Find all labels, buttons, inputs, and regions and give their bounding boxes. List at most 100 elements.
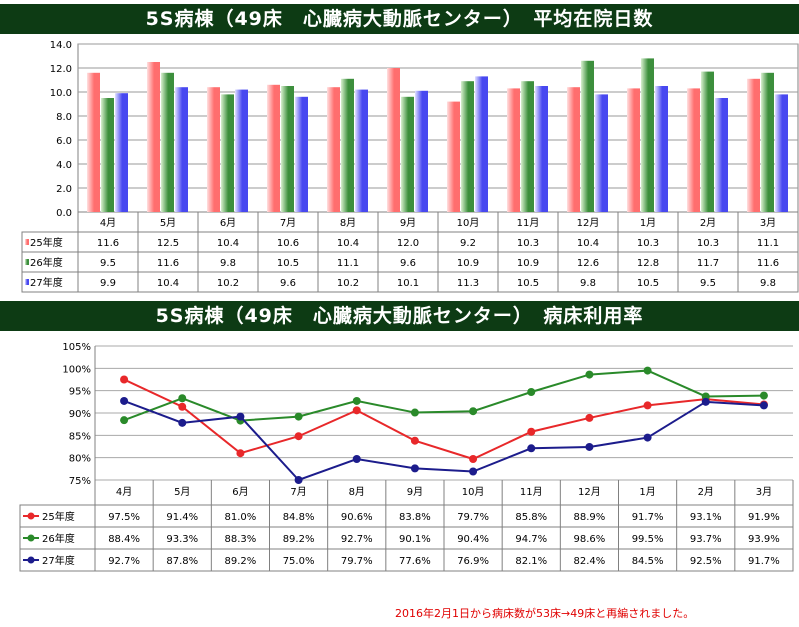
data-label: 77.6%	[399, 556, 431, 567]
bar	[655, 86, 668, 212]
data-point	[178, 418, 187, 427]
data-label: 97.5%	[108, 512, 140, 523]
bar	[387, 68, 400, 212]
data-label: 9.9	[100, 278, 116, 289]
data-label: 90.4%	[457, 534, 489, 545]
data-label: 85.8%	[515, 512, 547, 523]
x-tick-label: 4月	[100, 217, 116, 229]
bar	[521, 81, 534, 212]
data-label: 87.8%	[166, 556, 198, 567]
data-label: 11.1	[337, 258, 359, 269]
data-label: 99.5%	[632, 534, 664, 545]
bar	[747, 78, 760, 212]
data-label: 12.6	[577, 258, 599, 269]
bar-chart-title: 5S病棟（49床 心臓病大動脈センター） 平均在院日数	[0, 4, 799, 34]
data-label: 9.2	[460, 238, 476, 249]
x-tick-label: 8月	[340, 217, 356, 229]
data-label: 9.6	[280, 278, 296, 289]
bar	[715, 98, 728, 212]
x-tick-label: 1月	[639, 486, 655, 498]
bar	[355, 89, 368, 212]
data-label: 93.9%	[748, 534, 780, 545]
data-label: 12.5	[157, 238, 179, 249]
x-tick-label: 11月	[520, 486, 543, 498]
bar	[507, 88, 520, 212]
bar	[341, 78, 354, 212]
data-point	[236, 412, 245, 421]
data-label: 83.8%	[399, 512, 431, 523]
y-tick-label: 4.0	[56, 160, 72, 171]
data-label: 98.6%	[574, 534, 606, 545]
data-point	[294, 432, 303, 441]
data-label: 9.5	[100, 258, 116, 269]
data-point	[643, 433, 652, 442]
data-label: 92.5%	[690, 556, 722, 567]
legend-marker	[27, 556, 35, 564]
data-label: 93.3%	[166, 534, 198, 545]
data-label: 88.9%	[574, 512, 606, 523]
data-label: 11.6	[97, 238, 119, 249]
x-tick-label: 11月	[517, 217, 540, 229]
data-label: 9.8	[760, 278, 776, 289]
bar	[595, 94, 608, 212]
data-label: 91.9%	[748, 512, 780, 523]
data-label: 12.8	[637, 258, 659, 269]
legend-marker	[27, 534, 35, 542]
y-tick-label: 75%	[69, 476, 91, 487]
x-tick-label: 10月	[462, 486, 485, 498]
y-tick-label: 80%	[69, 454, 91, 465]
y-tick-label: 105%	[62, 342, 91, 353]
legend-label: 25年度	[30, 236, 63, 249]
legend-key	[25, 239, 29, 245]
data-point	[352, 406, 361, 415]
y-tick-label: 85%	[69, 431, 91, 442]
y-tick-label: 90%	[69, 409, 91, 420]
data-label: 84.5%	[632, 556, 664, 567]
data-label: 9.8	[580, 278, 596, 289]
data-point	[585, 370, 594, 379]
data-point	[469, 467, 478, 476]
bar	[101, 98, 114, 212]
legend-key	[25, 279, 29, 285]
bar	[701, 71, 714, 212]
bar	[327, 87, 340, 212]
legend-label: 25年度	[42, 510, 75, 523]
data-label: 89.2%	[225, 556, 257, 567]
x-tick-label: 9月	[400, 217, 416, 229]
bar	[281, 86, 294, 212]
data-label: 88.3%	[225, 534, 257, 545]
bar	[87, 72, 100, 212]
data-label: 11.1	[757, 238, 779, 249]
y-tick-label: 14.0	[50, 40, 72, 51]
series-line	[123, 400, 764, 482]
data-point	[294, 476, 303, 484]
data-label: 10.9	[517, 258, 539, 269]
legend-label: 27年度	[42, 554, 75, 567]
line-chart-title: 5S病棟（49床 心臓病大動脈センター） 病床利用率	[0, 301, 799, 331]
data-label: 79.7%	[457, 512, 489, 523]
bar	[687, 88, 700, 212]
x-tick-label: 10月	[457, 217, 480, 229]
x-tick-label: 8月	[349, 486, 365, 498]
x-tick-label: 3月	[756, 486, 772, 498]
data-label: 12.0	[397, 238, 419, 249]
bar	[627, 88, 640, 212]
data-point	[120, 416, 129, 425]
data-point	[527, 427, 536, 436]
bar	[581, 60, 594, 212]
data-point	[643, 366, 652, 375]
bar	[415, 90, 428, 212]
legend-key	[25, 259, 29, 265]
bar	[535, 86, 548, 212]
data-label: 79.7%	[341, 556, 373, 567]
bar	[461, 81, 474, 212]
data-label: 92.7%	[341, 534, 373, 545]
data-label: 10.4	[577, 238, 599, 249]
data-label: 10.4	[157, 278, 179, 289]
data-label: 10.3	[517, 238, 539, 249]
bar	[221, 94, 234, 212]
y-tick-label: 2.0	[56, 184, 72, 195]
data-label: 81.0%	[225, 512, 257, 523]
bar	[761, 72, 774, 212]
data-point	[585, 413, 594, 422]
